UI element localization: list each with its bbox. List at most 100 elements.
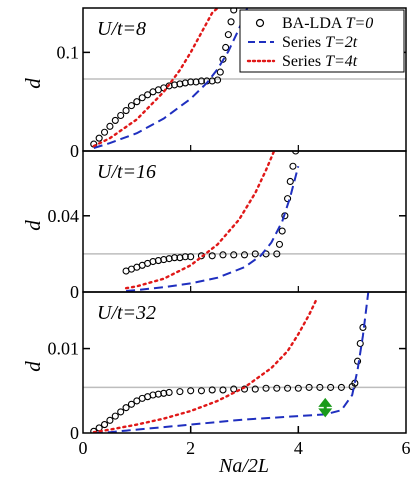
data-point (111, 412, 119, 420)
plot-area (83, 151, 406, 292)
legend-entry: Series T=2t (282, 34, 358, 51)
x-axis-title: Na/2L (218, 455, 269, 477)
legend-entry-main: BA-LDA (282, 15, 346, 32)
series-t4-line (92, 296, 319, 433)
data-point (117, 408, 125, 416)
data-point (337, 383, 345, 391)
series-bal-lda-points (90, 8, 238, 148)
data-point (127, 400, 135, 408)
data-point (240, 385, 249, 393)
data-point (240, 251, 249, 259)
legend-entry-main: Series (282, 34, 325, 51)
series-t4-line (92, 8, 219, 148)
panel-3: 0 0.01d U/t=32 0 2 4 6 (21, 291, 411, 458)
data-point (294, 384, 302, 392)
x-tick-label: 0 (79, 438, 88, 458)
data-point (106, 416, 114, 424)
x-tick-label: 4 (294, 438, 303, 458)
data-point (289, 162, 297, 170)
data-point (278, 227, 286, 235)
y-tick-label: 0 (70, 282, 79, 302)
data-point (187, 387, 195, 395)
legend-entry-main: Series (282, 53, 325, 70)
double-arrow (318, 397, 333, 418)
data-point (197, 77, 205, 85)
data-point (359, 323, 367, 332)
legend-entry-italic: T=0 (346, 15, 374, 32)
data-point (273, 250, 281, 258)
legend-entry: BA-LDA T=0 (282, 15, 373, 32)
data-point (176, 388, 184, 396)
data-point (197, 387, 205, 395)
data-point (208, 252, 216, 260)
data-point (224, 31, 232, 39)
data-point (122, 107, 130, 115)
data-point (219, 251, 227, 259)
legend-marker-circle (255, 18, 265, 28)
y-tick-label: 0.1 (57, 42, 80, 62)
x-tick-label: 2 (186, 438, 195, 458)
data-point (281, 212, 289, 220)
y-tick-label: 0.04 (48, 206, 80, 226)
x-tick-label: 6 (402, 438, 411, 458)
arrow-head-down (318, 408, 333, 418)
data-point (216, 68, 224, 76)
y-tick-label: 0 (70, 141, 79, 161)
data-point (292, 151, 300, 155)
panel-label: U/t=16 (97, 161, 156, 183)
data-point (273, 384, 281, 392)
y-axis-label: d (21, 78, 45, 89)
data-point (133, 98, 141, 106)
data-point (111, 116, 119, 124)
data-point (305, 383, 313, 391)
data-point (106, 122, 114, 130)
data-point (262, 384, 270, 392)
plot-area (83, 292, 406, 433)
data-point (284, 195, 292, 203)
y-axis-label: d (21, 361, 45, 372)
panel-label: U/t=32 (97, 302, 156, 324)
data-point (208, 386, 216, 394)
data-point (187, 78, 195, 86)
data-point (181, 253, 189, 261)
data-point (327, 383, 335, 391)
data-point (227, 18, 235, 26)
data-point (222, 43, 230, 51)
data-point (230, 251, 238, 259)
legend-entry-italic: T=2t (325, 34, 358, 51)
series-t4-line (124, 151, 276, 290)
data-point (187, 253, 195, 261)
data-point (275, 240, 284, 248)
series-bal-lda-points (122, 151, 300, 275)
data-point (251, 250, 259, 258)
data-point (165, 388, 173, 397)
data-point (251, 385, 259, 393)
panel-2: 0 0.04d U/t=16 (21, 150, 407, 302)
data-point (117, 111, 125, 120)
data-point (100, 421, 109, 429)
data-point (100, 128, 109, 136)
legend-entry: Series T=4t (282, 53, 358, 70)
panel-label: U/t=8 (97, 18, 146, 40)
data-point (122, 404, 130, 412)
arrow-head-up (318, 397, 333, 407)
data-point (214, 76, 222, 84)
data-point (219, 55, 227, 63)
data-point (138, 94, 146, 102)
legend-entry-italic: T=4t (325, 53, 358, 70)
panel-frame (82, 291, 407, 434)
data-point (95, 134, 103, 142)
y-axis-label: d (21, 220, 45, 231)
data-point (127, 102, 135, 110)
data-point (316, 383, 324, 391)
series-t2-line (93, 8, 249, 149)
data-point (144, 91, 152, 99)
data-point (170, 254, 179, 262)
y-tick-label: 0 (70, 423, 79, 443)
y-tick-label: 0.01 (48, 339, 80, 359)
series-t2-line (126, 165, 300, 292)
